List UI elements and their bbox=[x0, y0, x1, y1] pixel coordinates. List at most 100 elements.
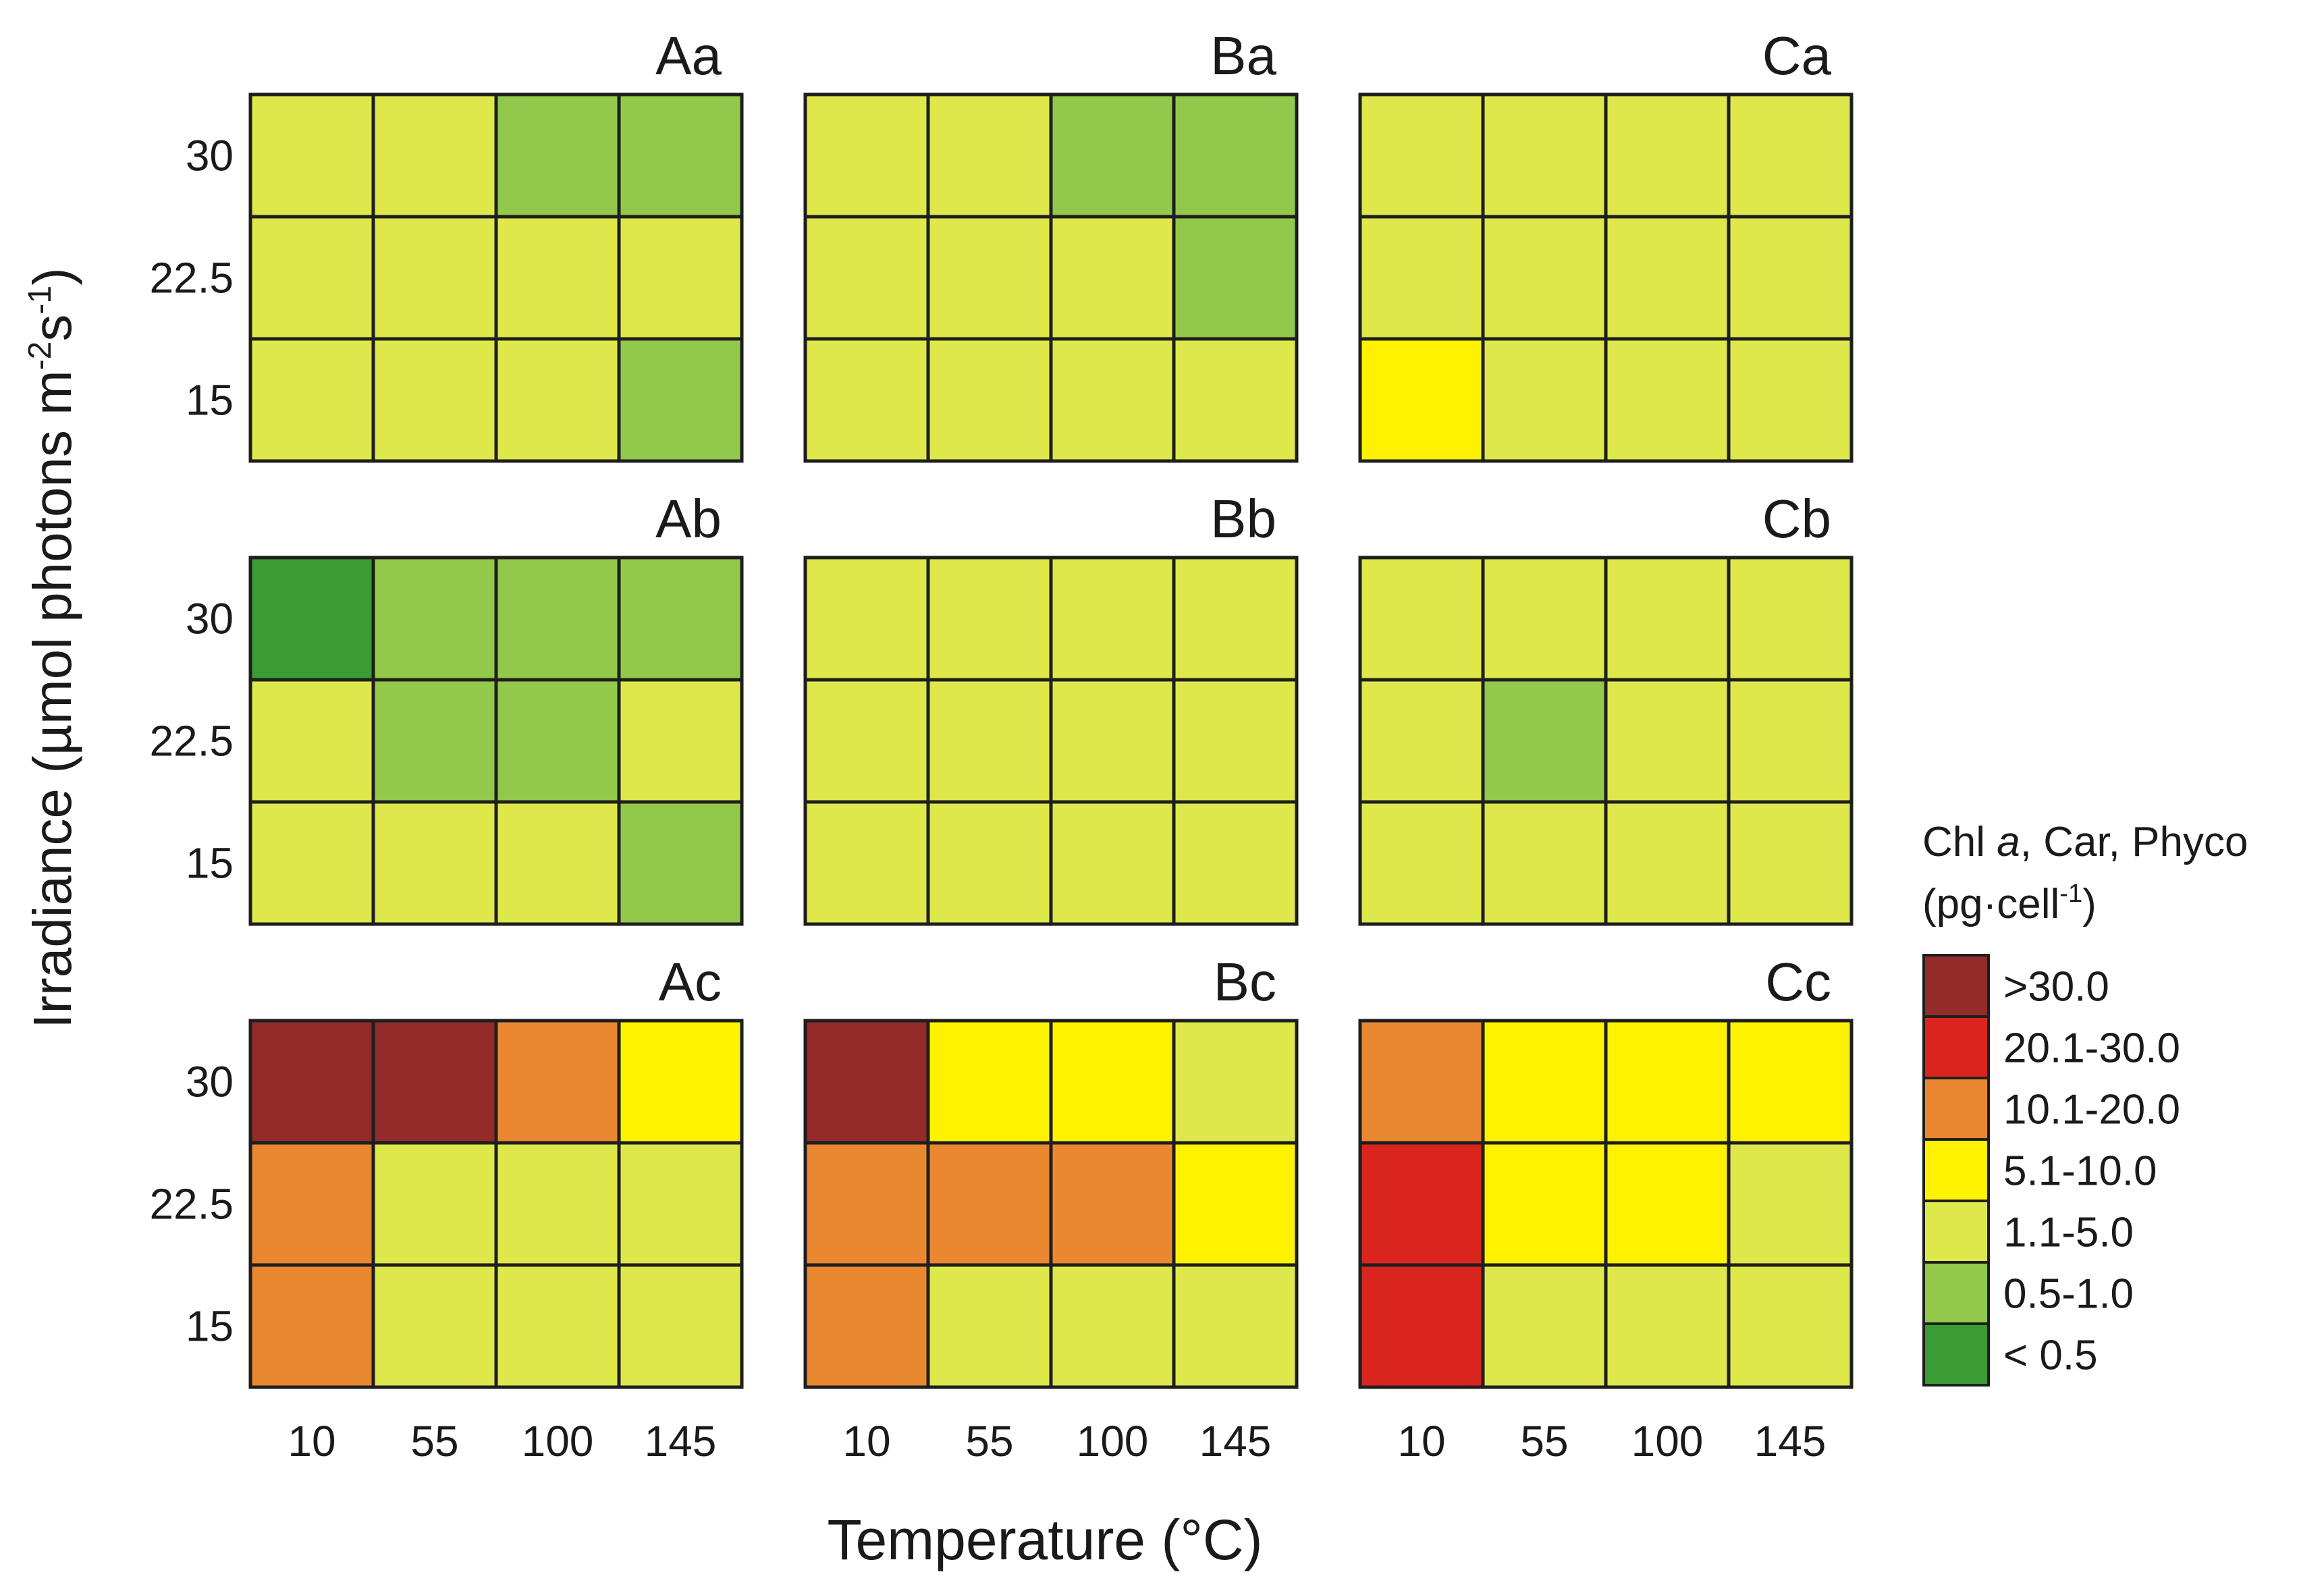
panel-Aa: Aa Aa: T=10, I=30 → 1.1-5.0Aa: T=55, I=30… bbox=[149, 26, 744, 463]
y-tick-label: 15 bbox=[186, 1302, 234, 1351]
legend-title-line2: (pg·cell-1) bbox=[1922, 880, 2097, 927]
heatmap-cell: Ac: T=100, I=22.5 → 1.1-5.0 bbox=[494, 1141, 621, 1267]
legend-item: 10.1-20.0 bbox=[1922, 1077, 2180, 1141]
legend-title-italic: a bbox=[1997, 819, 2020, 865]
heatmap-cell: Ba: T=100, I=30 → 0.5-1.0 bbox=[1049, 92, 1176, 219]
heatmap-cell: Ba: T=10, I=15 → 1.1-5.0 bbox=[803, 337, 930, 463]
x-tick-label: 10 bbox=[288, 1417, 335, 1465]
heatmap-cell: Bb: T=100, I=15 → 1.1-5.0 bbox=[1049, 800, 1176, 926]
legend-swatch bbox=[1922, 1015, 1990, 1079]
heatmap-cell: Ba: T=145, I=30 → 0.5-1.0 bbox=[1172, 92, 1299, 219]
panel-title: Ba bbox=[1210, 26, 1276, 86]
x-tick-label: 10 bbox=[842, 1417, 890, 1465]
heatmap-cell: Ab: T=100, I=22.5 → 0.5-1.0 bbox=[494, 678, 621, 804]
heatmap-cell: Ca: T=10, I=15 → 5.1-10.0 bbox=[1358, 337, 1485, 463]
legend-label: >30.0 bbox=[2003, 964, 2109, 1011]
heatmap-cell: Ba: T=145, I=22.5 → 0.5-1.0 bbox=[1172, 215, 1299, 341]
heatmap-cell: Aa: T=55, I=15 → 1.1-5.0 bbox=[371, 337, 498, 463]
y-tick-label: 22.5 bbox=[149, 254, 234, 302]
y-axis-title: Irradiance (µmol photons m-2s-1) bbox=[22, 267, 82, 1028]
y-tick-label: 22.5 bbox=[149, 1180, 234, 1229]
heatmap-cell: Ba: T=55, I=30 → 1.1-5.0 bbox=[926, 92, 1053, 219]
heatmap-cell: Cb: T=100, I=30 → 1.1-5.0 bbox=[1604, 556, 1731, 682]
legend-swatch bbox=[1922, 954, 1990, 1018]
legend-swatch bbox=[1922, 1200, 1990, 1264]
heatmap-cell: Aa: T=55, I=30 → 1.1-5.0 bbox=[371, 92, 498, 219]
heatmap-cell: Ca: T=10, I=30 → 1.1-5.0 bbox=[1358, 92, 1485, 219]
x-tick-label: 55 bbox=[965, 1417, 1013, 1465]
legend-item: < 0.5 bbox=[1922, 1322, 2098, 1387]
heatmap-cell: Ac: T=10, I=22.5 → 10.1-20.0 bbox=[248, 1141, 375, 1267]
heatmap-cell: Cc: T=10, I=15 → 20.1-30.0 bbox=[1358, 1263, 1485, 1389]
panel-title: Ac bbox=[659, 952, 722, 1012]
heatmap-cell: Aa: T=55, I=22.5 → 1.1-5.0 bbox=[371, 215, 498, 341]
heatmap-cell: Cc: T=10, I=22.5 → 20.1-30.0 bbox=[1358, 1141, 1485, 1267]
heatmap-cell: Bc: T=145, I=15 → 1.1-5.0 bbox=[1172, 1263, 1299, 1389]
heatmap-cell: Ba: T=10, I=30 → 1.1-5.0 bbox=[803, 92, 930, 219]
heatmap-cell: Ba: T=145, I=15 → 1.1-5.0 bbox=[1172, 337, 1299, 463]
heatmap-cell: Cc: T=145, I=30 → 5.1-10.0 bbox=[1727, 1019, 1854, 1145]
heatmap-cell: Ac: T=145, I=15 → 1.1-5.0 bbox=[617, 1263, 744, 1389]
heatmap-cell: Cb: T=100, I=22.5 → 1.1-5.0 bbox=[1604, 678, 1731, 804]
heatmap-cell: Ba: T=10, I=22.5 → 1.1-5.0 bbox=[803, 215, 930, 341]
heatmap-cell: Ac: T=145, I=30 → 5.1-10.0 bbox=[617, 1019, 744, 1145]
panel-title: Cc bbox=[1765, 952, 1831, 1012]
heatmap-cell: Bb: T=10, I=22.5 → 1.1-5.0 bbox=[803, 678, 930, 804]
panel-title: Aa bbox=[655, 26, 722, 86]
legend-label: < 0.5 bbox=[2003, 1333, 2098, 1379]
panel-title: Bb bbox=[1210, 489, 1276, 549]
legend-unit-sup: -1 bbox=[2059, 880, 2082, 908]
heatmap-cell: Cc: T=55, I=22.5 → 5.1-10.0 bbox=[1481, 1141, 1608, 1267]
x-tick-label: 100 bbox=[1077, 1417, 1149, 1465]
heatmap-cell: Ac: T=55, I=15 → 1.1-5.0 bbox=[371, 1263, 498, 1389]
heatmap-cell: Ac: T=10, I=15 → 10.1-20.0 bbox=[248, 1263, 375, 1389]
heatmap-cell: Bb: T=145, I=22.5 → 1.1-5.0 bbox=[1172, 678, 1299, 804]
legend-unit-post: ) bbox=[2082, 881, 2097, 927]
heatmap-cell: Bb: T=100, I=22.5 → 1.1-5.0 bbox=[1049, 678, 1176, 804]
heatmap-cell: Ca: T=100, I=15 → 1.1-5.0 bbox=[1604, 337, 1731, 463]
x-tick-label: 10 bbox=[1397, 1417, 1445, 1465]
heatmap-cell: Ba: T=100, I=22.5 → 1.1-5.0 bbox=[1049, 215, 1176, 341]
heatmap-cell: Ca: T=145, I=15 → 1.1-5.0 bbox=[1727, 337, 1854, 463]
heatmap-cell: Cb: T=145, I=15 → 1.1-5.0 bbox=[1727, 800, 1854, 926]
legend-label: 0.5-1.0 bbox=[2003, 1271, 2134, 1318]
heatmap-cell: Cb: T=145, I=30 → 1.1-5.0 bbox=[1727, 556, 1854, 682]
legend-swatch bbox=[1922, 1138, 1990, 1202]
heatmap-cell: Bc: T=55, I=30 → 5.1-10.0 bbox=[926, 1019, 1053, 1145]
panel-Ac: Ac Ac: T=10, I=30 → >30.0Ac: T=55, I=30 →… bbox=[149, 952, 744, 1465]
heatmap-cell: Bc: T=145, I=22.5 → 5.1-10.0 bbox=[1172, 1141, 1299, 1267]
heatmap-cell: Cb: T=55, I=30 → 1.1-5.0 bbox=[1481, 556, 1608, 682]
heatmap-cell: Ab: T=100, I=15 → 1.1-5.0 bbox=[494, 800, 621, 926]
heatmap-cell: Aa: T=100, I=15 → 1.1-5.0 bbox=[494, 337, 621, 463]
x-tick-label: 145 bbox=[1199, 1417, 1272, 1465]
x-tick-label: 100 bbox=[522, 1417, 594, 1465]
legend-label: 1.1-5.0 bbox=[2003, 1210, 2134, 1256]
heatmap-cell: Bc: T=55, I=22.5 → 10.1-20.0 bbox=[926, 1141, 1053, 1267]
heatmap-cell: Bc: T=55, I=15 → 1.1-5.0 bbox=[926, 1263, 1053, 1389]
heatmap-cell: Ac: T=55, I=22.5 → 1.1-5.0 bbox=[371, 1141, 498, 1267]
legend-swatch bbox=[1922, 1077, 1990, 1141]
heatmap-panels: Aa Aa: T=10, I=30 → 1.1-5.0Aa: T=55, I=30… bbox=[149, 26, 1854, 1465]
heatmap-cell: Ca: T=100, I=30 → 1.1-5.0 bbox=[1604, 92, 1731, 219]
panel-Bc: Bc Bc: T=10, I=30 → >30.0Bc: T=55, I=30 →… bbox=[803, 952, 1299, 1465]
heatmap-cell: Bc: T=10, I=30 → >30.0 bbox=[803, 1019, 930, 1145]
legend-title-line1: Chl a, Car, Phyco bbox=[1922, 819, 2248, 865]
heatmap-cell: Ab: T=100, I=30 → 0.5-1.0 bbox=[494, 556, 621, 682]
heatmap-cell: Cc: T=55, I=30 → 5.1-10.0 bbox=[1481, 1019, 1608, 1145]
heatmap-cell: Cb: T=55, I=22.5 → 0.5-1.0 bbox=[1481, 678, 1608, 804]
heatmap-cell: Ba: T=55, I=15 → 1.1-5.0 bbox=[926, 337, 1053, 463]
panel-title: Ab bbox=[655, 489, 722, 549]
heatmap-cell: Ca: T=55, I=15 → 1.1-5.0 bbox=[1481, 337, 1608, 463]
heatmap-cell: Ba: T=55, I=22.5 → 1.1-5.0 bbox=[926, 215, 1053, 341]
heatmap-cell: Bc: T=100, I=22.5 → 10.1-20.0 bbox=[1049, 1141, 1176, 1267]
panel-Cc: Cc Cc: T=10, I=30 → 10.1-20.0Cc: T=55, I=… bbox=[1358, 952, 1854, 1465]
heatmap-cell: Aa: T=145, I=15 → 0.5-1.0 bbox=[617, 337, 744, 463]
heatmap-cell: Ab: T=10, I=30 → < 0.5 bbox=[248, 556, 375, 682]
heatmap-cell: Bb: T=145, I=15 → 1.1-5.0 bbox=[1172, 800, 1299, 926]
legend-item: 20.1-30.0 bbox=[1922, 1015, 2180, 1079]
heatmap-cell: Ac: T=145, I=22.5 → 1.1-5.0 bbox=[617, 1141, 744, 1267]
x-tick-label: 100 bbox=[1631, 1417, 1704, 1465]
heatmap-cell: Cc: T=10, I=30 → 10.1-20.0 bbox=[1358, 1019, 1485, 1145]
heatmap-cell: Ab: T=55, I=30 → 0.5-1.0 bbox=[371, 556, 498, 682]
